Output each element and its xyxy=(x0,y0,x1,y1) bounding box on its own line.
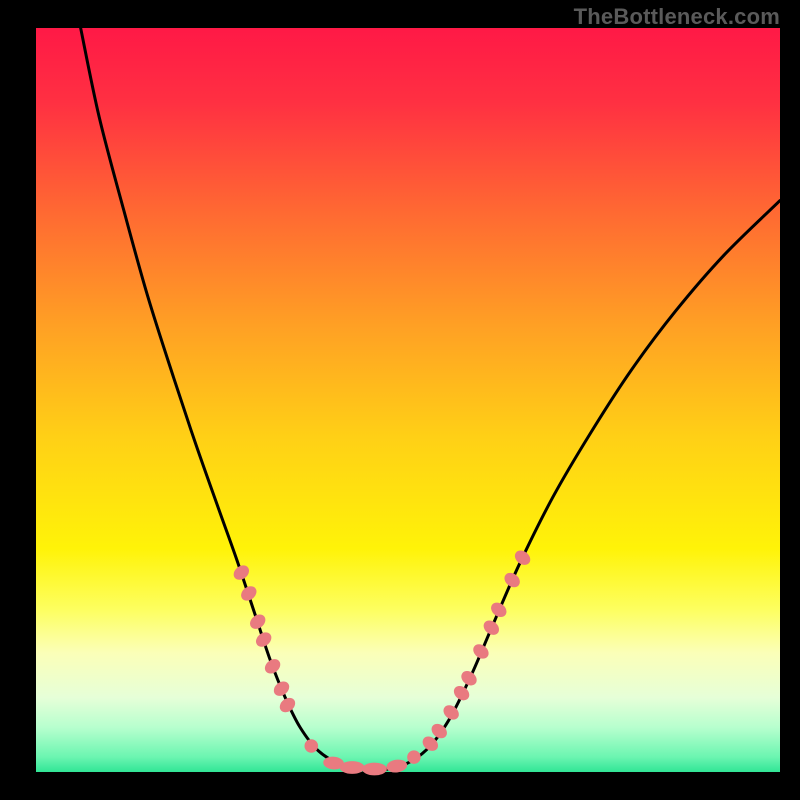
curve-marker xyxy=(272,679,292,698)
curve-marker xyxy=(340,762,364,774)
curve-marker xyxy=(239,584,259,603)
curve-marker xyxy=(408,751,421,764)
curve-marker xyxy=(363,763,387,775)
curve-marker xyxy=(248,612,268,631)
curve-marker xyxy=(305,740,318,753)
curve-marker xyxy=(481,618,501,637)
curve-markers xyxy=(231,548,532,775)
curve-marker xyxy=(231,563,251,582)
curve-layer xyxy=(36,28,780,772)
curve-marker xyxy=(459,669,479,688)
plot-area xyxy=(36,28,780,772)
curve-marker xyxy=(277,695,297,714)
curve-marker xyxy=(452,683,472,702)
curve-marker xyxy=(263,657,283,676)
curve-marker xyxy=(254,630,274,649)
curve-marker xyxy=(386,759,407,774)
v-curve xyxy=(81,28,780,771)
curve-marker xyxy=(513,548,533,567)
watermark-text: TheBottleneck.com xyxy=(574,4,780,30)
curve-marker xyxy=(471,642,491,661)
curve-marker xyxy=(502,570,522,589)
curve-marker xyxy=(489,600,509,619)
